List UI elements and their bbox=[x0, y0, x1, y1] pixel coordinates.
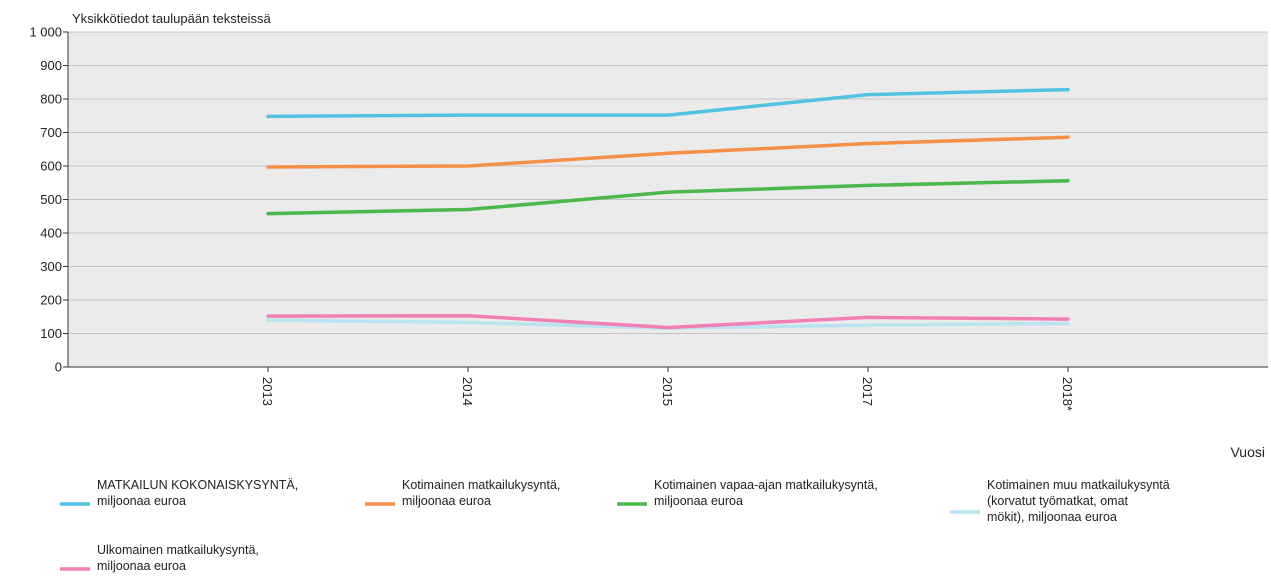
series-line-3 bbox=[266, 178, 1070, 216]
y-tick-label: 500 bbox=[40, 192, 62, 207]
legend-label: Ulkomainen matkailukysyntä, miljoonaa eur… bbox=[97, 543, 259, 573]
y-tick-label: 900 bbox=[40, 58, 62, 73]
series-line-5 bbox=[266, 313, 1070, 330]
unit-note: Yksikkötiedot taulupään teksteissä bbox=[72, 11, 271, 26]
y-axis-tick-labels: 0 100 200 300 400 500 600 700 800 900 1 000 bbox=[29, 25, 68, 375]
legend-item-2: Kotimainen matkailukysyntä, miljoonaa eur… bbox=[365, 478, 560, 508]
y-tick-label: 400 bbox=[40, 226, 62, 241]
series-line-2 bbox=[266, 135, 1070, 169]
gridlines bbox=[68, 31, 1268, 334]
x-tick-label: 2015 bbox=[660, 377, 675, 406]
y-tick-label: 200 bbox=[40, 293, 62, 308]
y-tick-label: 0 bbox=[55, 360, 62, 375]
legend-label: Kotimainen muu matkailukysyntä (korvatut … bbox=[987, 478, 1170, 524]
legend-item-4: Kotimainen muu matkailukysyntä (korvatut … bbox=[950, 478, 1170, 524]
x-tick-label: 2014 bbox=[460, 377, 475, 406]
y-tick-label: 800 bbox=[40, 92, 62, 107]
series-line-1 bbox=[266, 87, 1070, 119]
x-axis-tick-labels: 2013 2014 2015 2017 2018* bbox=[260, 367, 1075, 411]
y-tick-label: 600 bbox=[40, 159, 62, 174]
x-tick-label: 2017 bbox=[860, 377, 875, 406]
legend-label: Kotimainen vapaa-ajan matkailukysyntä, mi… bbox=[654, 478, 878, 508]
series-lines bbox=[266, 87, 1070, 330]
legend-label: MATKAILUN KOKONAISKYSYNTÄ, miljoonaa euro… bbox=[97, 478, 298, 508]
y-tick-label: 700 bbox=[40, 125, 62, 140]
y-tick-label: 100 bbox=[40, 326, 62, 341]
x-tick-label: 2018* bbox=[1060, 377, 1075, 411]
legend: MATKAILUN KOKONAISKYSYNTÄ, miljoonaa euro… bbox=[60, 478, 1170, 573]
legend-label: Kotimainen matkailukysyntä, miljoonaa eur… bbox=[402, 478, 560, 508]
legend-item-5: Ulkomainen matkailukysyntä, miljoonaa eur… bbox=[60, 543, 259, 573]
x-axis-title: Vuosi bbox=[1230, 444, 1265, 460]
legend-item-1: MATKAILUN KOKONAISKYSYNTÄ, miljoonaa euro… bbox=[60, 478, 298, 508]
y-tick-label: 1 000 bbox=[29, 25, 62, 40]
legend-item-3: Kotimainen vapaa-ajan matkailukysyntä, mi… bbox=[617, 478, 878, 508]
y-tick-label: 300 bbox=[40, 259, 62, 274]
x-tick-label: 2013 bbox=[260, 377, 275, 406]
